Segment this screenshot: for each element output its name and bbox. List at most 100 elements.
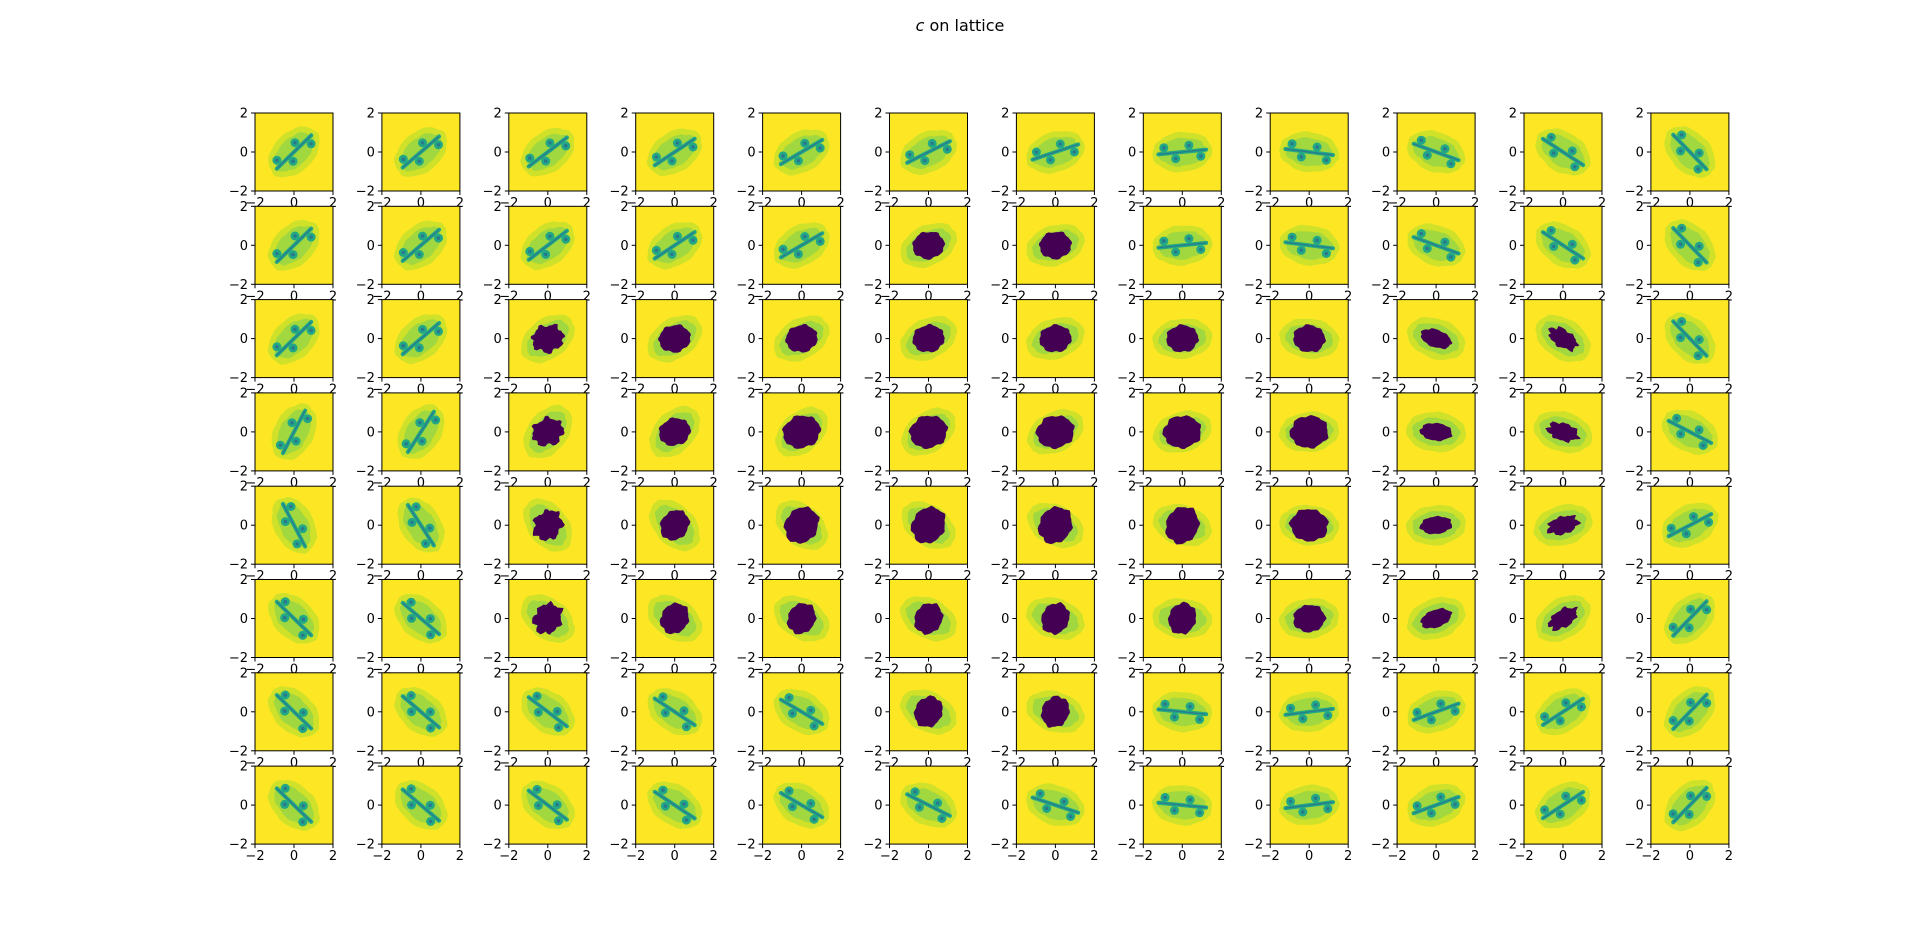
julia-knot-core [1570,149,1575,153]
julia-panel: −202−2 0 2 [610,293,718,398]
y-tick-label: −2 [229,371,248,386]
julia-knot-core [401,250,406,255]
x-tick-label: 2 [836,383,844,398]
y-tick-label: 0 [747,146,755,161]
x-tick-label: 0 [1051,849,1059,864]
y-tick-label: −2 [610,838,629,853]
julia-filament-core [1032,796,1079,814]
x-tick-label: 2 [329,756,337,771]
julia-knot-core [420,439,424,443]
y-tick-label: 0 [1001,799,1009,814]
julia-panel: −202−2 0 2 [229,107,337,212]
y-tick-label: 0 [494,519,502,534]
julia-filament-core [1285,241,1334,249]
julia-knot-core [555,709,559,714]
julia-knot-core [1173,250,1178,254]
y-tick-label: 0 [494,146,502,161]
julia-filament-core [1032,143,1079,161]
y-tick-label: 0 [620,332,628,347]
x-tick-label: 2 [710,289,718,304]
julia-panel: −202−2 0 2 [1625,386,1733,491]
y-tick-label: −2 [1117,464,1136,479]
y-tick-label: 0 [494,239,502,254]
x-tick-label: 2 [963,849,971,864]
julia-panel: −202−2 0 2 [863,293,971,398]
y-tick-label: 0 [1382,705,1390,720]
y-tick-label: −2 [229,838,248,853]
julia-knot-core [418,420,422,425]
julia-knot-core [663,711,668,715]
x-tick-label: 0 [1178,663,1186,678]
y-tick-label: −2 [1371,651,1390,666]
julia-knot-core [1172,715,1177,719]
x-tick-label: 2 [329,569,337,584]
y-tick-label: 2 [1001,760,1009,775]
julia-knot-core [670,159,674,163]
julia-knot-core [1542,714,1547,719]
julia-interior [658,417,692,446]
julia-knot-core [1671,812,1675,816]
y-tick-label: 0 [240,705,248,720]
julia-knot-core [781,247,785,251]
julia-knot-core [1197,717,1202,722]
x-tick-label: 2 [836,569,844,584]
julia-interior [1419,422,1453,442]
x-tick-label: 2 [456,196,464,211]
julia-interior [1037,505,1073,545]
y-tick-label: 2 [1128,666,1136,681]
x-tick-label: 2 [1217,289,1225,304]
y-tick-label: −2 [356,278,375,293]
y-tick-label: −2 [1117,278,1136,293]
julia-filament-core [1672,320,1708,357]
y-tick-label: −2 [356,185,375,200]
julia-knot-core [564,144,568,148]
julia-interior [1167,601,1197,635]
julia-filament-core [1158,708,1207,715]
y-tick-label: 2 [874,760,882,775]
julia-interior [1293,324,1327,353]
julia-panel: −202−2 0 2 [1117,200,1225,304]
y-tick-label: −2 [1117,651,1136,666]
julia-knot-core [428,803,433,807]
y-tick-label: −2 [990,464,1009,479]
julia-knot-core [1579,705,1584,709]
julia-knot-core [1449,162,1453,166]
y-tick-label: −2 [1498,558,1517,573]
julia-knot-core [1679,133,1684,137]
julia-knot-core [1162,146,1166,150]
y-tick-label: 2 [747,666,755,681]
y-tick-label: 2 [1001,480,1009,495]
julia-filament-core [1672,227,1708,263]
julia-interior [1162,415,1201,450]
x-tick-label: 0 [1686,196,1694,211]
julia-interior [786,602,817,635]
julia-knot-core [1068,814,1073,819]
julia-panel: −202−2 0 2 [483,666,591,771]
x-tick-label: 2 [1471,569,1479,584]
x-tick-label: 2 [710,476,718,491]
y-tick-label: 2 [874,200,882,215]
julia-panel: −202−2 0 2 [1371,200,1479,304]
x-tick-label: 0 [1305,756,1313,771]
julia-knot-core [913,789,917,794]
x-tick-label: 2 [836,476,844,491]
x-tick-label: 2 [456,569,464,584]
y-tick-label: 2 [240,573,248,588]
y-tick-label: 2 [1509,573,1517,588]
julia-knot-core [1048,158,1053,162]
y-tick-label: −2 [863,651,882,666]
julia-filament-core [1672,134,1708,170]
y-tick-label: −2 [356,464,375,479]
julia-panel: −202−2 0 2 [356,480,464,585]
julia-filament-core [1672,600,1708,637]
y-tick-label: 2 [494,666,502,681]
y-tick-label: 0 [1128,612,1136,627]
julia-knot-core [275,345,279,349]
julia-knot-core [1453,709,1457,713]
julia-knot-core [1549,135,1553,139]
y-tick-label: −2 [229,278,248,293]
y-tick-label: 2 [1255,200,1263,215]
y-tick-label: 0 [620,612,628,627]
y-tick-label: 2 [240,107,248,122]
